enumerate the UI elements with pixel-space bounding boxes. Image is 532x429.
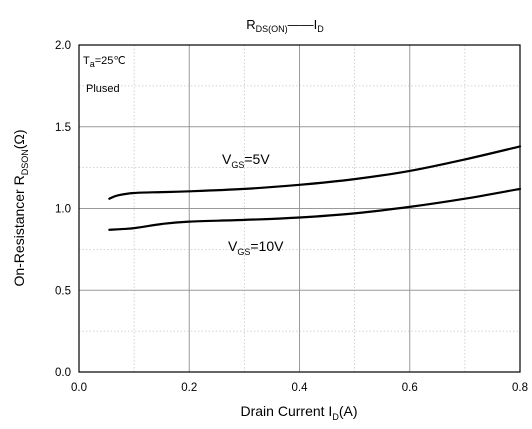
- chart-title-main-sub: DS(ON): [256, 24, 288, 34]
- x-tick-labels: 0.0 0.2 0.4 0.6 0.8: [71, 382, 528, 394]
- chart-title-sep: ——: [288, 17, 314, 32]
- y-axis-title-text: On-Resistancer R: [11, 175, 27, 286]
- x-tick-label: 0.2: [181, 382, 197, 394]
- series-curves: [108, 145, 522, 231]
- series-label-vgs-5v-sub: GS: [231, 160, 244, 170]
- y-tick-label: 0.0: [55, 367, 71, 379]
- x-tick-label: 0.6: [402, 382, 418, 394]
- temperature-note-symbol: T: [83, 55, 90, 67]
- x-axis-title-sub: D: [332, 412, 339, 422]
- x-axis-title: Drain Current ID(A): [241, 403, 358, 422]
- chart-title-var: I: [314, 17, 318, 32]
- x-tick-label: 0.4: [292, 382, 309, 394]
- y-tick-label: 1.5: [55, 122, 71, 134]
- y-tick-label: 0.5: [55, 285, 71, 297]
- x-axis-title-unit: (A): [339, 403, 358, 419]
- series-line-vgs-10v: [108, 187, 522, 231]
- series-line-vgs-5v: [108, 145, 522, 200]
- pulsed-note: Plused: [86, 83, 120, 95]
- chart-title-var-sub: D: [317, 24, 324, 34]
- y-tick-label: 2.0: [55, 40, 71, 52]
- x-axis-title-text: Drain Current I: [241, 403, 333, 419]
- chart-title-main: R: [246, 17, 255, 32]
- y-tick-labels: 0.0 0.5 1.0 1.5 2.0: [55, 40, 71, 379]
- plot-frame: [78, 44, 521, 373]
- grid-lines: [78, 44, 521, 373]
- x-tick-label: 0.0: [71, 382, 87, 394]
- x-tick-label: 0.8: [512, 382, 528, 394]
- y-axis-title-sub: DSON: [20, 149, 30, 175]
- temperature-note-sub: a: [90, 59, 95, 69]
- y-axis-title: On-Resistancer RDSON(Ω): [11, 129, 30, 286]
- series-label-vgs-5v-value: =5V: [244, 151, 270, 167]
- series-label-vgs-5v: VGS=5V: [222, 151, 270, 170]
- series-label-vgs-5v-symbol: V: [222, 151, 232, 167]
- series-label-vgs-10v-sub: GS: [237, 247, 250, 257]
- y-axis-title-unit: (Ω): [11, 129, 27, 149]
- temperature-note-value: =25℃: [95, 55, 126, 67]
- y-tick-label: 1.0: [55, 204, 71, 216]
- chart-title: RDS(ON)——ID: [246, 17, 324, 34]
- series-label-vgs-10v-symbol: V: [228, 238, 238, 254]
- series-label-vgs-10v: VGS=10V: [228, 238, 284, 257]
- temperature-note: Ta=25℃: [83, 55, 126, 69]
- series-label-vgs-10v-value: =10V: [250, 238, 284, 254]
